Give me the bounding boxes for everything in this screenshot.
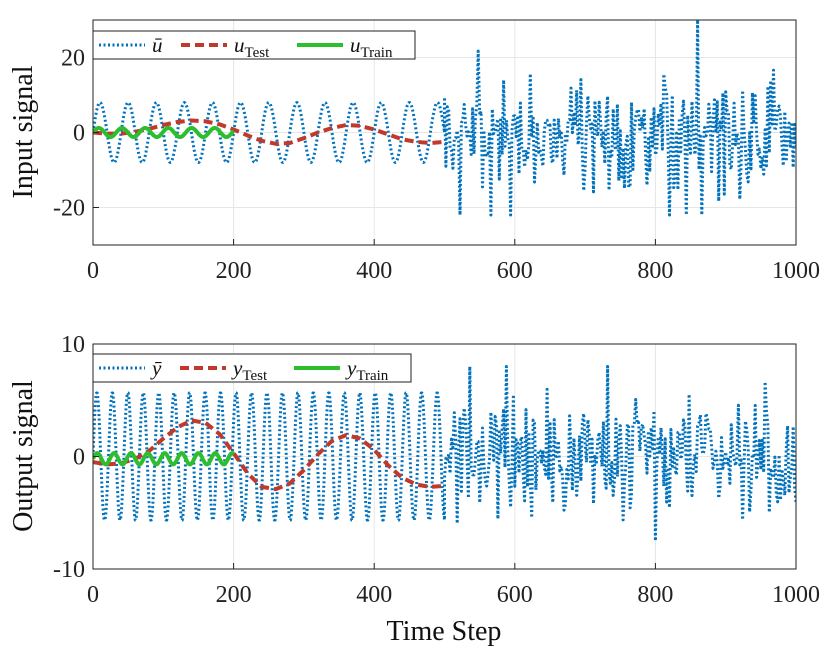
x-tick-label: 0 [87,258,99,284]
x-tick-label: 200 [216,258,252,284]
x-tick-label: 600 [497,582,533,608]
y-tick-label: 0 [73,445,85,471]
series-line-y-test [93,418,445,492]
x-tick-label: 600 [497,258,533,284]
x-tick-label: 1000 [772,582,820,608]
y-tick-label: -20 [53,196,85,222]
input-legend-box [92,30,416,60]
legend-label-u-bar: ū [152,33,163,57]
series-line-u-bar [93,20,796,217]
legend-label-u-test: uTest [234,33,270,61]
input-signal-panel: 0 200 400 600 800 1000 -20 0 20 Input signal ū u… [8,19,820,284]
output-legend: ȳ yTest yTrain [92,353,412,384]
x-tick-label: 400 [356,582,392,608]
x-tick-label: 800 [637,582,673,608]
y-tick-label: -10 [53,557,85,583]
legend-label-u-train: uTrain [350,33,393,61]
series-line-u-train [93,126,236,139]
x-tick-label: 1000 [772,258,820,284]
legend-label-y-train: yTrain [345,356,389,384]
legend-label-y-test: yTest [231,356,268,384]
y-tick-label: 10 [61,332,85,358]
x-tick-label: 0 [87,582,99,608]
series-line-u-test [93,118,445,146]
y-tick-label: 0 [73,121,85,147]
x-tick-label: 400 [356,258,392,284]
x-tick-label: 800 [637,258,673,284]
x-axis-label: Time Step [387,616,502,647]
input-legend: ū uTest uTrain [92,30,416,61]
output-y-axis-label: Output signal [8,380,39,532]
input-y-axis-label: Input signal [8,65,39,198]
series-line-y-train [93,451,235,467]
output-legend-box [92,353,412,383]
legend-label-y-bar: ȳ [150,356,162,380]
x-tick-label: 200 [216,582,252,608]
y-tick-label: 20 [61,46,85,72]
